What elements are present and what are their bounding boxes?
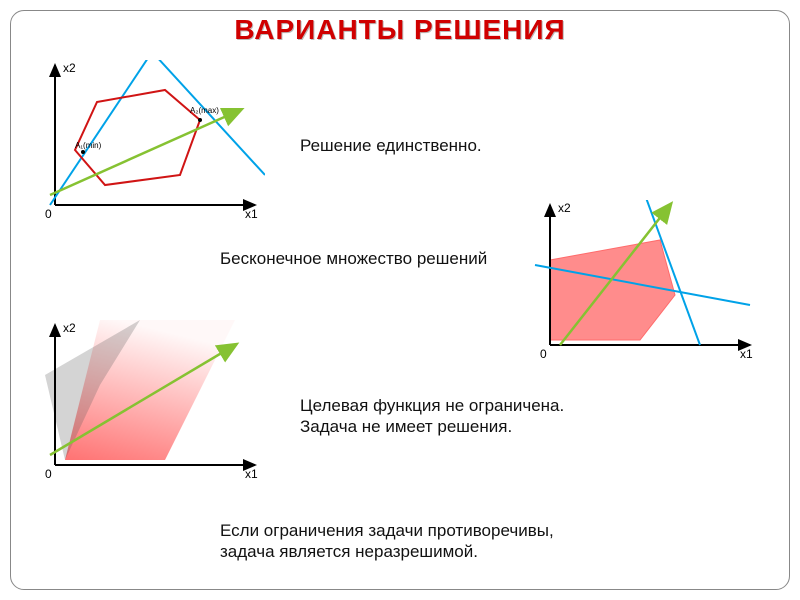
diagram-unique: x1 x2 0 A₁(min) A₂(max) (35, 60, 265, 220)
caption-infinite: Бесконечное множество решений (220, 248, 487, 269)
svg-text:x2: x2 (63, 321, 76, 335)
x1-label: x1 (245, 207, 258, 220)
constraint-line-2 (155, 60, 265, 175)
x2-label: x2 (63, 61, 76, 75)
diagram-unbounded: x1 x2 0 (35, 320, 265, 480)
svg-text:0: 0 (540, 347, 547, 360)
slide-title: ВАРИАНТЫ РЕШЕНИЯ (0, 14, 800, 46)
feasible-fill (550, 240, 675, 340)
caption-infeasible: Если ограничения задачи противоречивы, з… (220, 520, 554, 563)
diagram-infinite: x1 x2 0 (530, 200, 760, 360)
gradient-arrow (50, 110, 240, 195)
caption-unbounded: Целевая функция не ограничена. Задача не… (300, 395, 564, 438)
svg-text:x1: x1 (740, 347, 753, 360)
max-point-label: A₂(max) (190, 106, 219, 115)
constraint-line-1 (50, 60, 150, 205)
min-point-label: A₁(min) (75, 141, 102, 150)
origin-label: 0 (45, 207, 52, 220)
svg-text:x2: x2 (558, 201, 571, 215)
svg-text:x1: x1 (245, 467, 258, 480)
svg-text:0: 0 (45, 467, 52, 480)
caption-unique: Решение единственно. (300, 135, 482, 156)
